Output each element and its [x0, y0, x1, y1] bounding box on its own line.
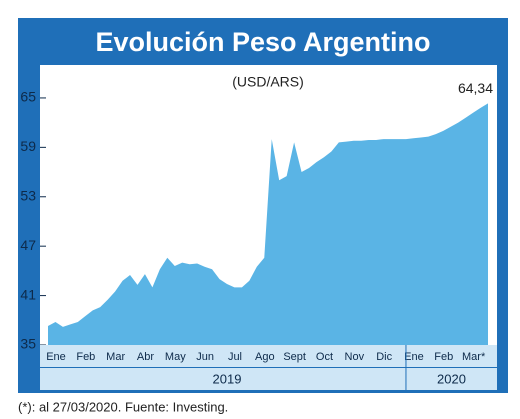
x-tick-label: Feb	[434, 351, 453, 363]
x-tick-label: Nov	[345, 351, 365, 363]
x-tick-label: Mar*	[462, 351, 486, 363]
x-tick-label: Dic	[376, 351, 392, 363]
y-tick-label: 35	[20, 336, 36, 352]
x-tick-label: Ene	[46, 351, 66, 363]
y-tick-label: 65	[20, 89, 36, 105]
x-tick-label: Abr	[137, 351, 154, 363]
x-tick-label: May	[165, 351, 186, 363]
chart-subtitle: (USD/ARS)	[232, 74, 304, 90]
x-tick-label: Oct	[316, 351, 333, 363]
x-tick-label: Ago	[255, 351, 275, 363]
x-tick-label: Feb	[76, 351, 95, 363]
year-label: 2019	[213, 371, 242, 386]
y-tick-label: 47	[20, 237, 36, 253]
year-strip	[40, 368, 497, 390]
y-tick-label: 53	[20, 187, 36, 203]
year-label: 2020	[437, 371, 466, 386]
value-label: 64,34	[458, 80, 493, 96]
x-tick-label: Jul	[228, 351, 242, 363]
footnote: (*): al 27/03/2020. Fuente: Investing.	[18, 399, 228, 414]
x-tick-label: Sept	[283, 351, 306, 363]
x-tick-label: Jun	[196, 351, 214, 363]
month-strip	[40, 345, 497, 367]
x-tick-label: Mar	[106, 351, 125, 363]
y-tick-label: 59	[20, 138, 36, 154]
chart-title: Evolución Peso Argentino	[95, 27, 430, 57]
y-tick-label: 41	[20, 286, 36, 302]
x-tick-label: Ene	[404, 351, 424, 363]
area	[48, 103, 488, 346]
